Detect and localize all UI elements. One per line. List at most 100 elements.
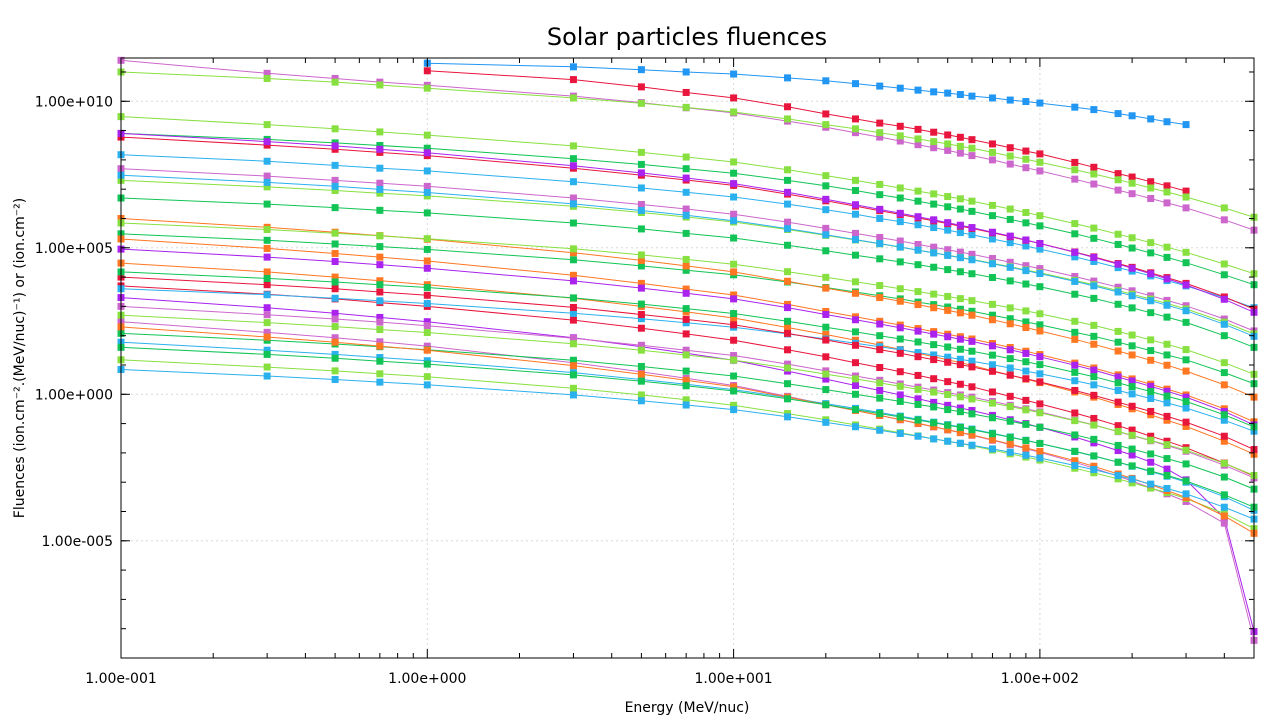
data-point	[1220, 216, 1228, 224]
series-33	[117, 219, 1258, 378]
data-point	[914, 301, 922, 309]
data-point	[930, 423, 938, 431]
data-point	[263, 304, 271, 312]
data-point	[730, 94, 738, 102]
data-point	[263, 372, 271, 380]
data-point	[1220, 411, 1228, 419]
data-point	[876, 129, 884, 137]
data-point	[1128, 426, 1136, 434]
data-point	[730, 108, 738, 116]
series-32	[117, 268, 1258, 431]
data-point	[896, 397, 904, 405]
data-point	[822, 77, 830, 85]
data-point	[730, 217, 738, 225]
series-27	[117, 194, 1258, 351]
data-point	[569, 249, 577, 257]
data-point	[263, 311, 271, 319]
data-point	[682, 229, 690, 237]
data-point	[1163, 416, 1171, 424]
data-point	[851, 201, 859, 209]
data-point	[682, 367, 690, 375]
data-point	[1036, 370, 1044, 378]
data-point	[637, 397, 645, 405]
data-point	[1006, 433, 1014, 441]
data-point	[944, 406, 952, 414]
data-point	[988, 273, 996, 281]
data-point	[944, 146, 952, 154]
data-point	[956, 380, 964, 388]
data-point	[988, 351, 996, 359]
data-point	[1006, 355, 1014, 363]
data-point	[851, 187, 859, 195]
data-point	[423, 318, 431, 326]
data-point	[944, 140, 952, 148]
data-point	[1090, 391, 1098, 399]
data-point	[1022, 219, 1030, 227]
data-point	[376, 145, 384, 153]
data-point	[1006, 239, 1014, 247]
data-point	[637, 341, 645, 349]
data-point	[988, 94, 996, 102]
data-point	[730, 210, 738, 218]
data-point	[331, 182, 339, 190]
data-point	[1147, 249, 1155, 257]
data-point	[1114, 300, 1122, 308]
data-point	[682, 396, 690, 404]
data-point	[331, 367, 339, 375]
data-point	[1071, 447, 1079, 455]
data-point	[730, 372, 738, 380]
data-point	[730, 352, 738, 360]
data-point	[930, 263, 938, 271]
data-point	[1163, 399, 1171, 407]
data-point	[1114, 441, 1122, 449]
data-point	[968, 297, 976, 305]
data-point	[968, 197, 976, 205]
data-point	[1220, 332, 1228, 340]
data-point	[1114, 327, 1122, 335]
data-point	[1128, 244, 1136, 252]
data-point	[896, 285, 904, 293]
data-point	[1022, 396, 1030, 404]
data-point	[637, 362, 645, 370]
data-point	[1090, 282, 1098, 290]
data-point	[637, 279, 645, 287]
data-point	[376, 179, 384, 187]
data-point	[822, 418, 830, 426]
data-point	[1090, 253, 1098, 261]
data-point	[930, 144, 938, 152]
data-point	[968, 270, 976, 278]
data-point	[1182, 490, 1190, 498]
data-point	[822, 323, 830, 331]
data-point	[1090, 366, 1098, 374]
data-point	[851, 80, 859, 88]
data-point	[263, 253, 271, 261]
data-point	[968, 92, 976, 100]
data-point	[730, 193, 738, 201]
data-point	[423, 144, 431, 152]
chart-title: Solar particles fluences	[547, 23, 827, 51]
data-point	[1220, 432, 1228, 440]
data-point	[1220, 519, 1228, 527]
series-line	[120, 369, 1255, 520]
data-point	[822, 195, 830, 203]
data-point	[1128, 179, 1136, 187]
data-point	[569, 178, 577, 186]
data-point	[682, 188, 690, 196]
data-point	[263, 236, 271, 244]
data-point	[730, 295, 738, 303]
data-point	[1036, 439, 1044, 447]
data-point	[1182, 494, 1190, 502]
data-point	[944, 421, 952, 429]
data-point	[263, 74, 271, 82]
data-point	[1163, 340, 1171, 348]
data-point	[1182, 460, 1190, 468]
data-point	[930, 88, 938, 96]
data-point	[423, 209, 431, 217]
data-point	[1114, 170, 1122, 178]
data-point	[988, 342, 996, 350]
data-point	[876, 394, 884, 402]
data-point	[1163, 361, 1171, 369]
data-point	[376, 281, 384, 289]
data-point	[1147, 347, 1155, 355]
data-point	[1090, 439, 1098, 447]
